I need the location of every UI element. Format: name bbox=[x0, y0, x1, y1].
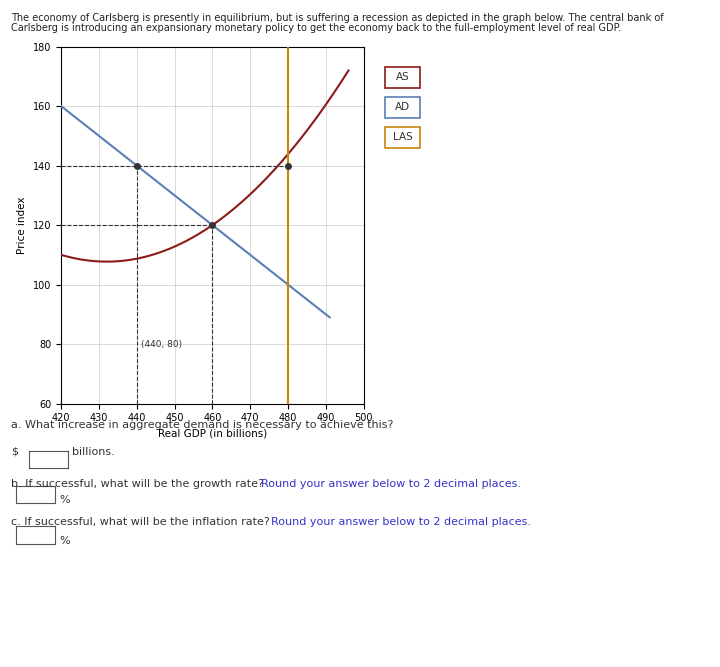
Text: a. What increase in aggregate demand is necessary to achieve this?: a. What increase in aggregate demand is … bbox=[11, 420, 393, 430]
Y-axis label: Price index: Price index bbox=[17, 196, 27, 254]
Text: %: % bbox=[59, 536, 70, 546]
Text: AD: AD bbox=[395, 103, 410, 112]
Text: billions.: billions. bbox=[72, 447, 114, 457]
Text: %: % bbox=[59, 496, 70, 505]
Text: LAS: LAS bbox=[392, 133, 413, 142]
Text: (440, 80): (440, 80) bbox=[140, 340, 181, 349]
Text: Round your answer below to 2 decimal places.: Round your answer below to 2 decimal pla… bbox=[271, 517, 531, 527]
Text: The economy of Carlsberg is presently in equilibrium, but is suffering a recessi: The economy of Carlsberg is presently in… bbox=[11, 13, 663, 23]
Text: AS: AS bbox=[395, 73, 410, 82]
Text: b. If successful, what will be the growth rate?: b. If successful, what will be the growt… bbox=[11, 479, 267, 489]
X-axis label: Real GDP (in billions): Real GDP (in billions) bbox=[158, 429, 267, 439]
Text: Round your answer below to 2 decimal places.: Round your answer below to 2 decimal pla… bbox=[261, 479, 521, 489]
Text: $: $ bbox=[11, 447, 18, 457]
Text: Carlsberg is introducing an expansionary monetary policy to get the economy back: Carlsberg is introducing an expansionary… bbox=[11, 23, 621, 33]
Text: c. If successful, what will be the inflation rate?: c. If successful, what will be the infla… bbox=[11, 517, 273, 527]
